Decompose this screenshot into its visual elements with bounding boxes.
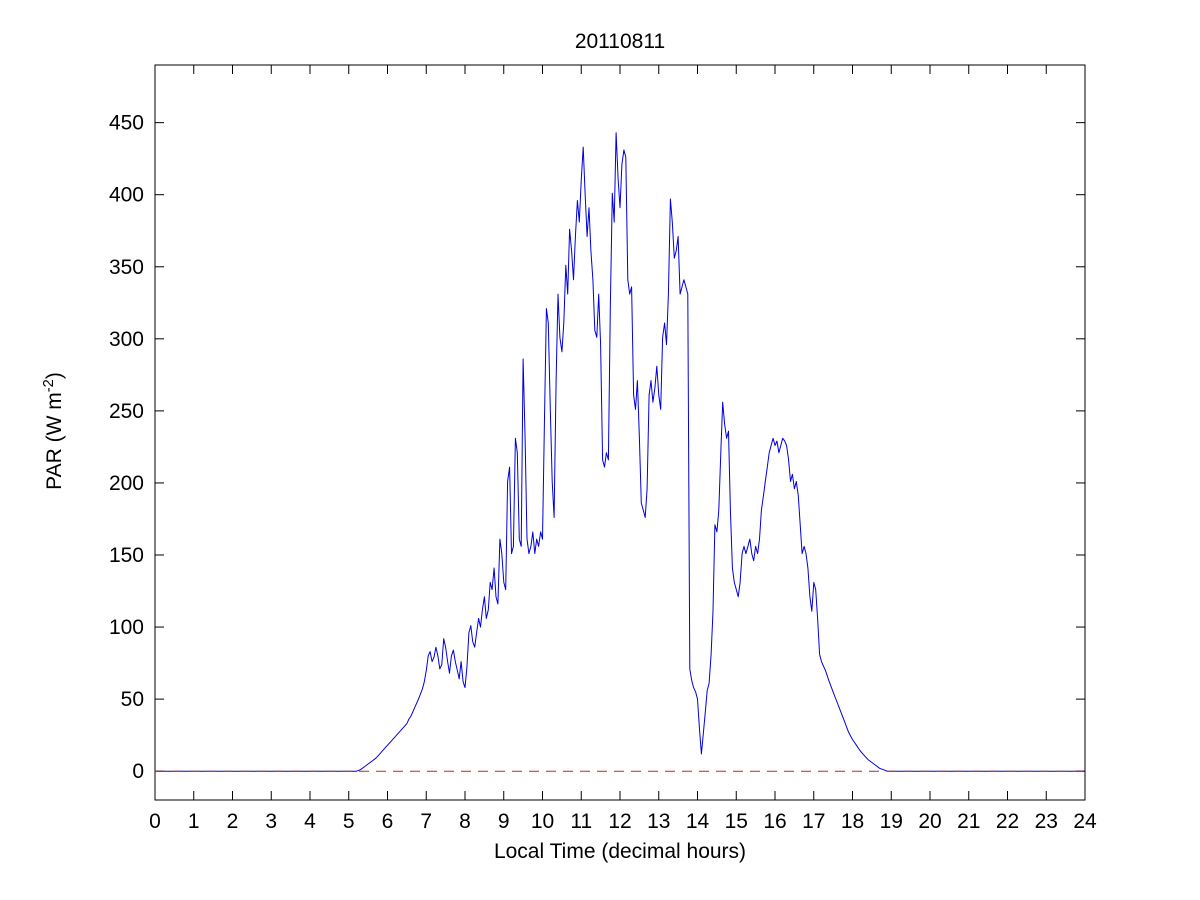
x-tick-label: 0 [149,810,161,833]
x-tick-label: 4 [304,810,316,833]
y-tick-label: 200 [109,472,144,495]
x-tick-label: 9 [498,810,510,833]
x-tick-label: 6 [382,810,394,833]
y-axis-label-end: ) [43,372,66,380]
x-tick-label: 5 [343,810,355,833]
y-tick-label: 50 [121,688,144,711]
x-tick-label: 13 [647,810,670,833]
plot-box [154,64,1086,801]
chart-title: 20110811 [574,30,666,53]
y-tick-label: 0 [132,760,144,783]
x-tick-label: 2 [227,810,239,833]
par-line [155,132,1085,772]
x-tick-label: 8 [459,810,471,833]
y-tick-label: 300 [109,328,144,351]
x-tick-label: 12 [608,810,631,833]
x-tick-label: 3 [265,810,277,833]
y-tick-label: 100 [109,616,144,639]
x-tick-label: 23 [1035,810,1058,833]
x-tick-label: 22 [996,810,1019,833]
y-axis-label: PAR (W m-2) [41,231,67,631]
x-tick-label: 17 [802,810,825,833]
y-axis-label-main: PAR (W m [43,392,66,490]
x-tick-label: 7 [420,810,432,833]
x-tick-label: 21 [957,810,980,833]
y-tick-label: 450 [109,112,144,135]
x-tick-label: 20 [918,810,941,833]
y-axis-label-superscript: -2 [41,379,57,393]
x-tick-label: 24 [1073,810,1097,833]
x-tick-label: 10 [531,810,554,833]
y-tick-label: 350 [109,256,144,279]
x-tick-label: 14 [686,810,710,833]
x-axis-label: Local Time (decimal hours) [493,840,747,863]
y-tick-label: 250 [109,400,144,423]
x-tick-label: 19 [880,810,903,833]
x-tick-label: 1 [188,810,200,833]
x-tick-label: 15 [725,810,748,833]
x-tick-label: 11 [570,810,592,833]
x-tick-label: 16 [763,810,786,833]
x-tick-label: 18 [841,810,864,833]
y-tick-label: 400 [109,184,144,207]
y-tick-label: 150 [109,544,144,567]
